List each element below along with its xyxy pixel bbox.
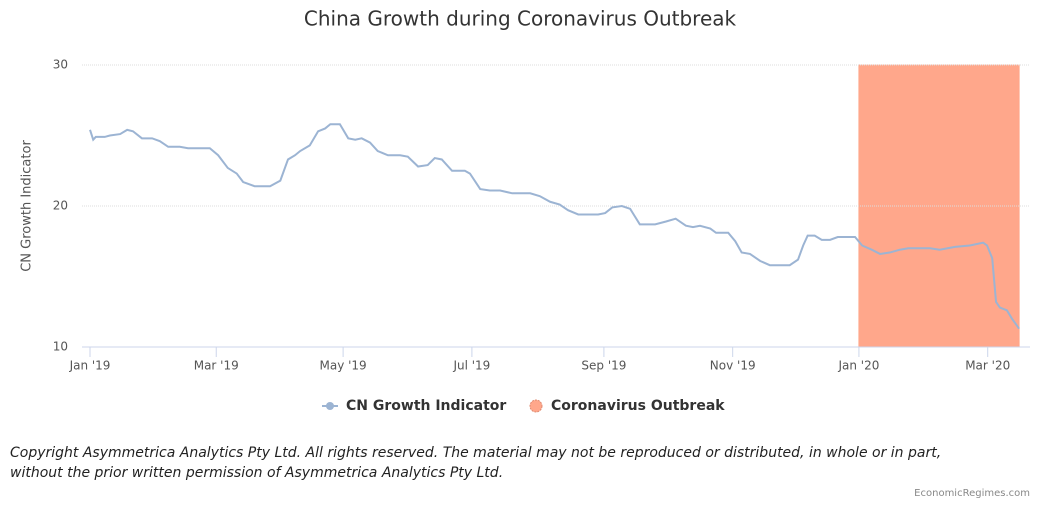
y-axis-label: CN Growth Indicator	[20, 140, 35, 272]
legend-label: Coronavirus Outbreak	[551, 398, 725, 414]
legend-label: CN Growth Indicator	[346, 398, 506, 414]
x-tick-label: Sep '19	[581, 359, 626, 373]
x-tick-label: Jan '19	[69, 359, 111, 373]
y-tick-label: 10	[53, 340, 68, 354]
line-series	[89, 123, 1020, 330]
x-tick-label: Nov '19	[710, 359, 756, 373]
chart-title: China Growth during Coronavirus Outbreak	[304, 7, 737, 31]
x-tick-label: May '19	[320, 359, 367, 373]
y-tick-label: 20	[53, 199, 68, 213]
x-tick-label: Mar '19	[194, 359, 239, 373]
x-tick-label: Jan '20	[837, 359, 879, 373]
copyright: without the prior written permission of …	[10, 465, 503, 481]
y-tick-label: 30	[53, 58, 68, 72]
x-tick-label: Jul '19	[452, 359, 490, 373]
x-tick-label: Mar '20	[965, 359, 1010, 373]
legend-symbol	[326, 402, 334, 410]
copyright: Copyright Asymmetrica Analytics Pty Ltd.…	[10, 445, 941, 461]
legend-symbol	[529, 399, 543, 413]
credit: EconomicRegimes.com	[914, 488, 1030, 499]
